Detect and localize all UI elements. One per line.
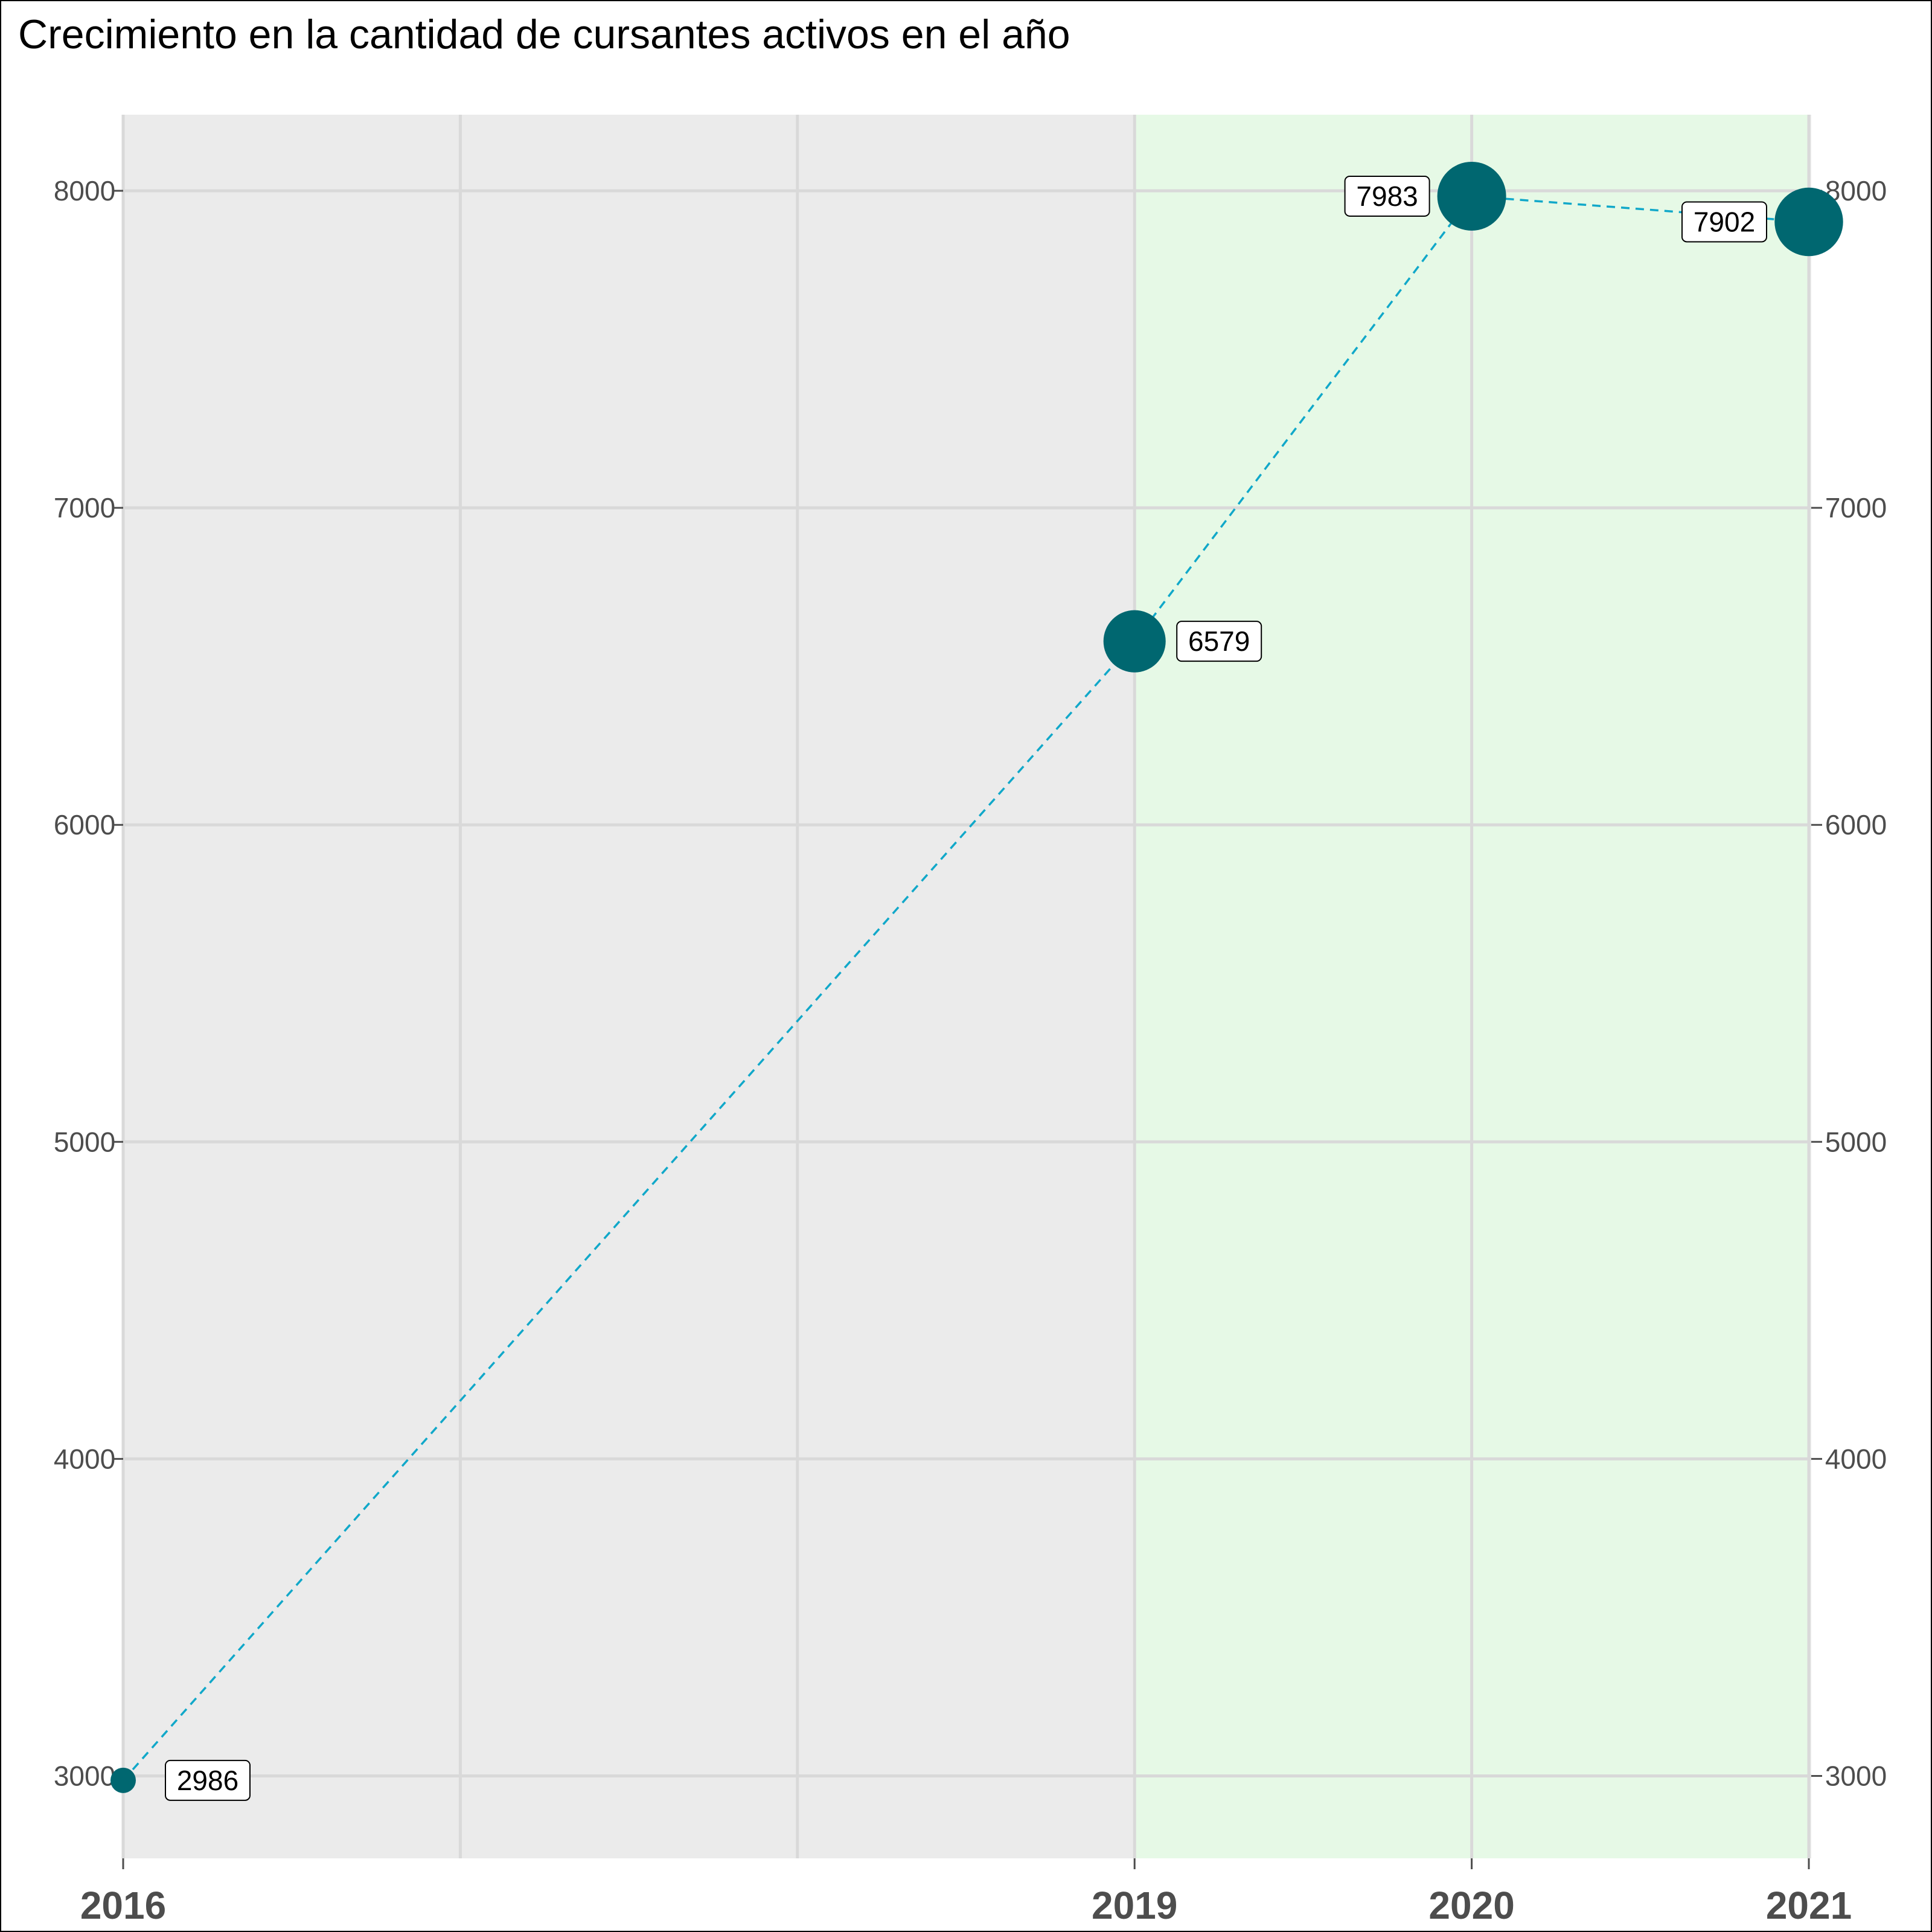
data-point bbox=[1774, 187, 1843, 257]
chart-title: Crecimiento en la cantidad de cursantes … bbox=[18, 11, 1070, 57]
x-tick-label: 2021 bbox=[1766, 1884, 1852, 1927]
data-label: 6579 bbox=[1176, 621, 1262, 662]
data-label-box bbox=[1176, 621, 1262, 662]
y-tick-label-right: 7000 bbox=[1825, 492, 1887, 523]
data-label-text: 7983 bbox=[1356, 181, 1418, 212]
data-point bbox=[1437, 161, 1506, 231]
data-point bbox=[1103, 610, 1166, 673]
y-tick-label-right: 6000 bbox=[1825, 809, 1887, 840]
y-tick-label-right: 5000 bbox=[1825, 1126, 1887, 1157]
y-tick-label-right: 4000 bbox=[1825, 1443, 1887, 1474]
data-label: 7983 bbox=[1344, 175, 1430, 217]
data-label-box bbox=[165, 1759, 251, 1801]
y-tick-label-left: 3000 bbox=[54, 1760, 115, 1791]
data-label-box bbox=[1344, 175, 1430, 217]
y-tick-label-left: 4000 bbox=[54, 1443, 115, 1474]
data-label: 2986 bbox=[165, 1759, 251, 1801]
data-label: 7902 bbox=[1681, 201, 1767, 243]
x-tick-label: 2020 bbox=[1428, 1884, 1514, 1927]
x-tick-label: 2019 bbox=[1092, 1884, 1177, 1927]
data-label-box bbox=[1681, 201, 1767, 243]
data-label-text: 6579 bbox=[1188, 625, 1250, 657]
y-tick-label-left: 8000 bbox=[54, 175, 115, 206]
data-label-text: 7902 bbox=[1694, 206, 1755, 237]
x-tick-label: 2016 bbox=[80, 1884, 166, 1927]
data-label-text: 2986 bbox=[177, 1765, 238, 1796]
y-tick-label-right: 3000 bbox=[1825, 1760, 1887, 1791]
y-tick-label-left: 6000 bbox=[54, 809, 115, 840]
series-line bbox=[122, 195, 1809, 1781]
y-tick-label-left: 7000 bbox=[54, 492, 115, 523]
y-tick-label-left: 5000 bbox=[54, 1126, 115, 1157]
data-point bbox=[110, 1767, 136, 1793]
